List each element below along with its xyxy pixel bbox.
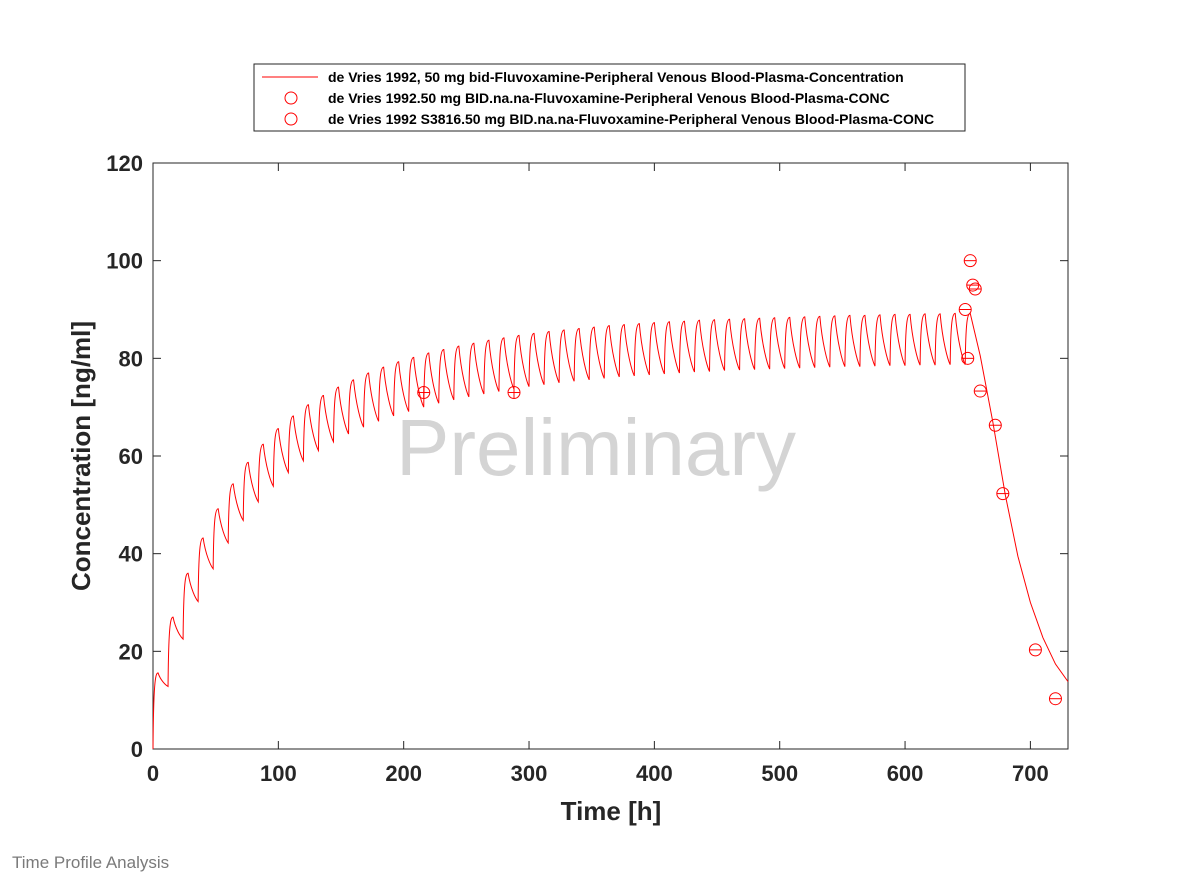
legend-box bbox=[253, 63, 966, 132]
legend: de Vries 1992, 50 mg bid-Fluvoxamine-Per… bbox=[253, 63, 966, 132]
legend-entry-observed-2: de Vries 1992 S3816.50 mg BID.na.na-Fluv… bbox=[328, 111, 934, 127]
x-tick-label: 100 bbox=[260, 761, 297, 786]
x-tick-label: 300 bbox=[511, 761, 548, 786]
x-tick-label: 200 bbox=[385, 761, 422, 786]
x-tick-label: 600 bbox=[887, 761, 924, 786]
plot-area bbox=[152, 162, 1069, 750]
x-tick-label: 700 bbox=[1012, 761, 1049, 786]
x-tick-label: 500 bbox=[761, 761, 798, 786]
y-tick-label: 40 bbox=[119, 542, 143, 567]
watermark: Preliminary bbox=[396, 403, 796, 492]
y-tick-label: 120 bbox=[106, 151, 143, 176]
x-axis-label: Time [h] bbox=[561, 796, 662, 826]
observed-points bbox=[417, 254, 1062, 706]
y-axis-ticks: 0 20 40 60 80 100 120 bbox=[106, 151, 1068, 762]
legend-circle-swatch bbox=[284, 112, 298, 126]
footer-caption: Time Profile Analysis bbox=[12, 853, 170, 872]
simulation-line bbox=[152, 312, 1069, 750]
y-tick-label: 100 bbox=[106, 249, 143, 274]
legend-circle-swatch bbox=[284, 91, 298, 105]
legend-entry-simulation: de Vries 1992, 50 mg bid-Fluvoxamine-Per… bbox=[328, 69, 904, 85]
legend-entry-observed-1: de Vries 1992.50 mg BID.na.na-Fluvoxamin… bbox=[328, 90, 890, 106]
y-tick-label: 80 bbox=[119, 346, 143, 371]
x-tick-label: 0 bbox=[147, 761, 159, 786]
y-tick-label: 0 bbox=[131, 737, 143, 762]
y-axis-label: Concentration [ng/ml] bbox=[66, 321, 96, 591]
y-tick-label: 60 bbox=[119, 444, 143, 469]
y-tick-label: 20 bbox=[119, 639, 143, 664]
x-tick-label: 400 bbox=[636, 761, 673, 786]
x-axis-ticks: 0 100 200 300 400 500 600 700 bbox=[147, 163, 1049, 786]
